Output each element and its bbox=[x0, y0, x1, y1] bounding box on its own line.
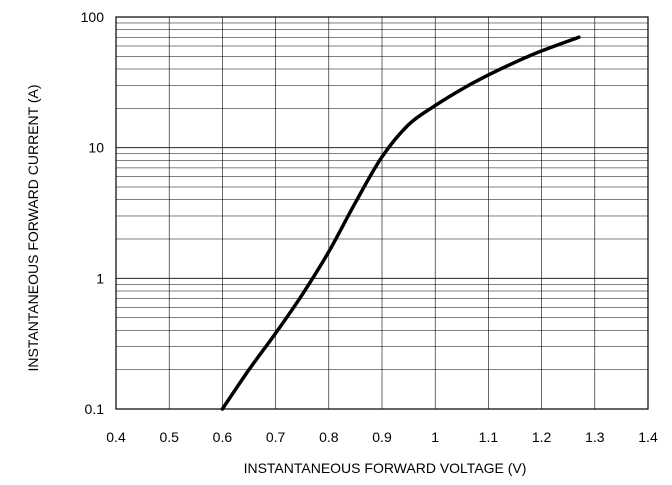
y-tick-labels: 0.1 1 10 100 bbox=[81, 9, 105, 417]
series-line bbox=[220, 35, 581, 411]
y-tick-label: 1 bbox=[96, 270, 104, 286]
x-tick-label: 0.4 bbox=[106, 429, 126, 445]
y-tick-label: 10 bbox=[88, 140, 104, 156]
x-tick-label: 1.1 bbox=[479, 429, 499, 445]
x-tick-label: 0.5 bbox=[159, 429, 179, 445]
x-tick-label: 1.2 bbox=[532, 429, 552, 445]
x-tick-label: 1.3 bbox=[585, 429, 605, 445]
x-tick-label: 0.9 bbox=[372, 429, 392, 445]
x-tick-label: 0.8 bbox=[319, 429, 339, 445]
x-tick-label: 1 bbox=[431, 429, 439, 445]
grid bbox=[115, 17, 649, 410]
series-layer bbox=[220, 35, 581, 411]
x-tick-label: 0.7 bbox=[266, 429, 286, 445]
y-tick-label: 0.1 bbox=[85, 401, 105, 417]
x-tick-labels: 0.4 0.5 0.6 0.7 0.8 0.9 1 1.1 1.2 1.3 1.4 bbox=[106, 429, 658, 445]
x-axis-label: INSTANTANEOUS FORWARD VOLTAGE (V) bbox=[244, 460, 527, 476]
x-tick-label: 1.4 bbox=[638, 429, 658, 445]
x-tick-label: 0.6 bbox=[213, 429, 233, 445]
y-axis-label: INSTANTANEOUS FORWARD CURRENT (A) bbox=[25, 84, 41, 371]
y-tick-label: 100 bbox=[81, 9, 105, 25]
plot-frame bbox=[115, 16, 649, 410]
